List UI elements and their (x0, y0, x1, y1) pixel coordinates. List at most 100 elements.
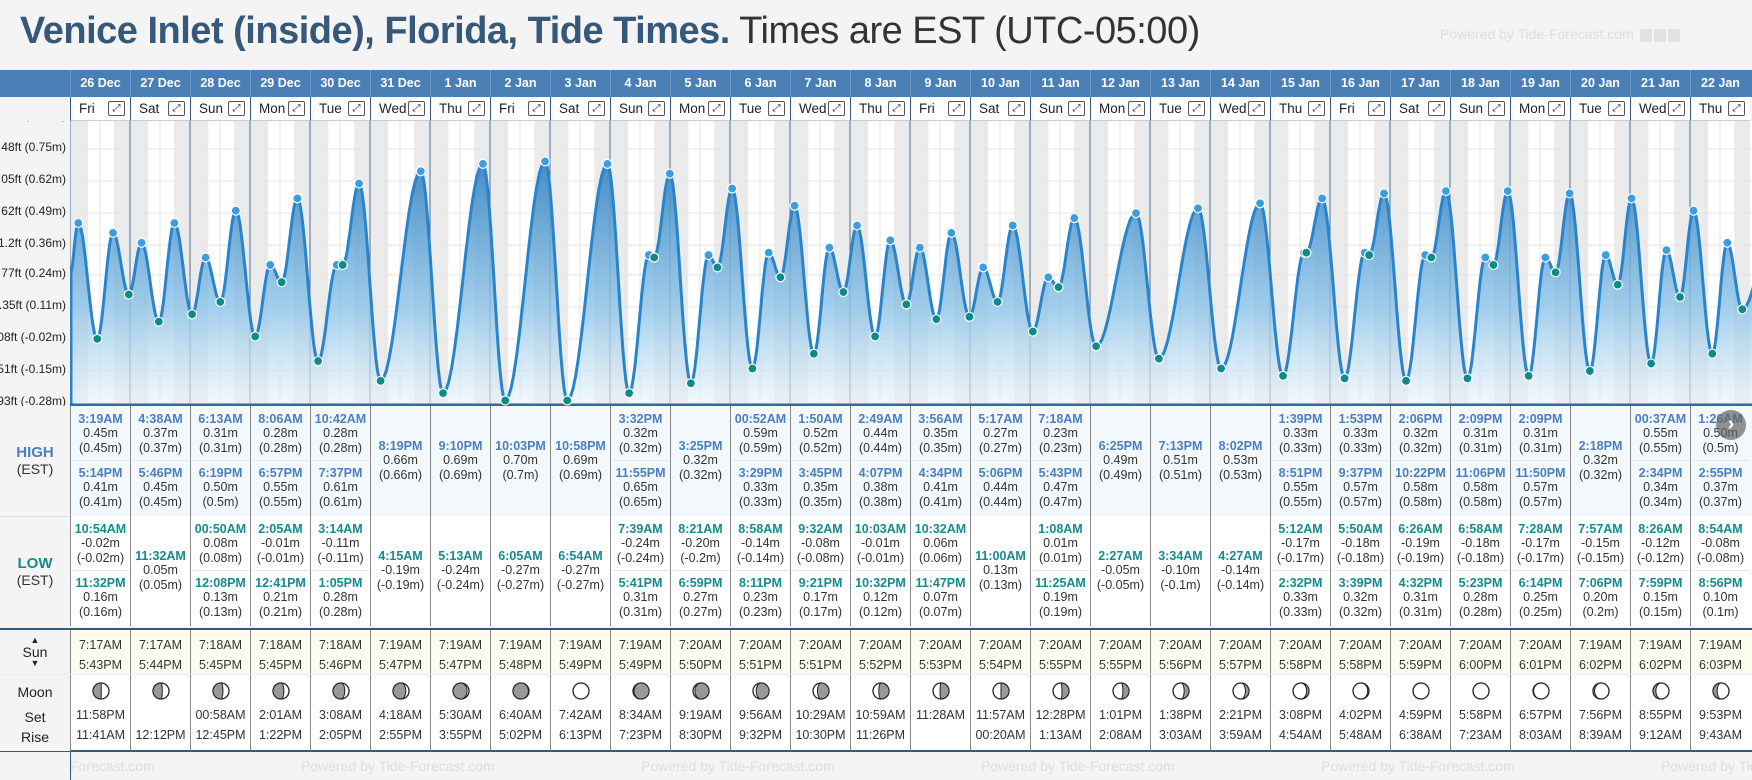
sun-times-cell: 7:20AM 5:57PM (1210, 630, 1270, 674)
expand-icon[interactable]: ⤢ (1248, 101, 1265, 116)
sunset-time: 5:48PM (498, 658, 543, 672)
expand-icon[interactable]: ⤢ (588, 101, 605, 116)
low-tide-height-alt: (-0.27m) (556, 578, 605, 592)
expand-icon[interactable]: ⤢ (1608, 101, 1625, 116)
high-tide-height: 0.37m (143, 426, 178, 440)
low-tide-height: -0.18m (1341, 536, 1380, 550)
expand-icon[interactable]: ⤢ (648, 101, 665, 116)
high-tide-point (169, 217, 180, 229)
expand-icon[interactable]: ⤢ (1728, 101, 1745, 116)
high-tide-point (602, 158, 613, 169)
high-tide-time: 2:55PM (1698, 466, 1743, 480)
low-tide-point (1277, 370, 1289, 381)
y-axis-tick-label: 51ft (-0.15m) (0, 361, 66, 376)
weekday-name: Sun (619, 101, 644, 116)
expand-icon[interactable]: ⤢ (1428, 101, 1445, 116)
moon-phase-icon (271, 682, 290, 700)
low-tide-point (500, 395, 511, 406)
date-header-cell: 18 Jan (1450, 70, 1510, 97)
high-tide-point (914, 242, 925, 253)
high-tide-entry: 6:57PM 0.55m (0.55m) (252, 460, 309, 512)
high-tide-cell: 8:02PM 0.53m (0.53m) (1210, 406, 1270, 516)
sunset-arrow-icon: ▼ (30, 658, 40, 668)
sunset-time: 6:02PM (1578, 658, 1623, 672)
moonset-time: 3:08PM (1278, 708, 1323, 722)
expand-icon[interactable]: ⤢ (1308, 101, 1325, 116)
expand-icon[interactable]: ⤢ (108, 101, 125, 116)
low-tide-point (312, 355, 324, 367)
low-tide-height: -0.01m (861, 536, 900, 550)
expand-icon[interactable]: ⤢ (1368, 101, 1385, 116)
expand-icon[interactable]: ⤢ (408, 101, 425, 116)
high-tide-height-alt: (0.37m) (1698, 495, 1743, 509)
low-tide-entry: 4:32PM 0.31m (0.31m) (1392, 570, 1449, 622)
high-tide-height-alt: (0.69m) (558, 468, 603, 482)
moon-phase-icon (1711, 682, 1730, 700)
high-tide-entry: 1:53PM 0.33m (0.33m) (1333, 410, 1389, 458)
low-tide-height-alt: (0.08m) (198, 551, 243, 565)
low-tide-entry: 9:21PM 0.17m (0.17m) (792, 570, 849, 622)
chevron-right-icon[interactable]: › (1716, 410, 1746, 440)
expand-icon[interactable]: ⤢ (948, 101, 965, 116)
low-tide-time: 9:32AM (798, 522, 843, 536)
sunset-time: 5:49PM (618, 658, 663, 672)
moonrise-time: 5:48AM (1338, 728, 1383, 742)
low-tide-entry: 11:00AM 0.13m (0.13m) (973, 547, 1029, 595)
expand-icon[interactable]: ⤢ (1668, 101, 1685, 116)
expand-icon[interactable]: ⤢ (168, 101, 185, 116)
high-tide-height-alt: (0.44m) (858, 441, 903, 455)
expand-icon[interactable]: ⤢ (228, 101, 245, 116)
expand-icon[interactable]: ⤢ (1188, 101, 1205, 116)
weekday-name: Wed (379, 101, 407, 116)
expand-icon[interactable]: ⤢ (288, 101, 305, 116)
low-tide-entry: 7:28AM -0.17m (-0.17m) (1513, 520, 1569, 568)
low-tide-entry: 6:58AM -0.18m (-0.18m) (1453, 520, 1509, 568)
low-tide-point (1364, 249, 1375, 261)
expand-icon[interactable]: ⤢ (1128, 101, 1145, 116)
low-tide-cell: 11:32AM 0.05m (0.05m) (130, 516, 190, 626)
expand-icon[interactable]: ⤢ (1488, 101, 1505, 116)
moonset-time: 12:28PM (1035, 708, 1086, 722)
high-tide-time: 1:50AM (798, 412, 843, 426)
moonrise-time: 10:30PM (795, 728, 846, 742)
low-tide-height-alt: (0.15m) (1638, 605, 1683, 619)
expand-icon[interactable]: ⤢ (468, 101, 485, 116)
moonrise-time: 12:45PM (195, 728, 246, 742)
date-header-cell: 1 Jan (430, 70, 490, 97)
moon-cell: 9:56AM 9:32PM (730, 675, 790, 751)
expand-icon[interactable]: ⤢ (528, 101, 545, 116)
page-title: Venice Inlet (inside), Florida, Tide Tim… (20, 10, 1200, 60)
expand-icon[interactable]: ⤢ (1008, 101, 1025, 116)
moonset-time: 11:58PM (75, 708, 126, 722)
weekday-cell: Tue ⤢ (730, 97, 790, 121)
high-tide-height-alt: (0.23m) (1038, 441, 1083, 455)
high-tide-height: 0.31m (1523, 426, 1558, 440)
weekday-name: Sun (1039, 101, 1064, 116)
low-tide-entry: 10:32AM 0.06m (0.06m) (913, 520, 969, 568)
expand-icon[interactable]: ⤢ (1068, 101, 1085, 116)
moonset-time: 6:57PM (1518, 708, 1563, 722)
expand-icon[interactable]: ⤢ (708, 101, 725, 116)
high-tide-entry: 00:52AM 0.59m (0.59m) (733, 410, 789, 458)
high-tide-height: 0.70m (503, 453, 538, 467)
moonrise-time: 9:12AM (1638, 728, 1683, 742)
moonset-time: 8:34AM (618, 708, 663, 722)
date-header-cell: 16 Jan (1330, 70, 1390, 97)
low-tide-time: 1:05PM (318, 576, 363, 590)
high-tide-entry: 6:25PM 0.49m (0.49m) (1093, 437, 1149, 485)
date-header-cell: 7 Jan (790, 70, 850, 97)
expand-icon[interactable]: ⤢ (828, 101, 845, 116)
high-tide-time: 2:06PM (1398, 412, 1443, 426)
weekday-name: Sat (559, 101, 580, 116)
low-tide-height-alt: (0.13m) (198, 605, 243, 619)
expand-icon[interactable]: ⤢ (348, 101, 365, 116)
weekday-name: Tue (1579, 101, 1602, 116)
weekday-cell: Sat ⤢ (550, 97, 610, 121)
low-tide-point (337, 259, 348, 271)
expand-icon[interactable]: ⤢ (1548, 101, 1565, 116)
high-tz-label: (EST) (16, 461, 54, 477)
expand-icon[interactable]: ⤢ (768, 101, 785, 116)
high-tide-height: 0.38m (863, 480, 898, 494)
date-header-cell: 21 Jan (1630, 70, 1690, 97)
expand-icon[interactable]: ⤢ (888, 101, 905, 116)
